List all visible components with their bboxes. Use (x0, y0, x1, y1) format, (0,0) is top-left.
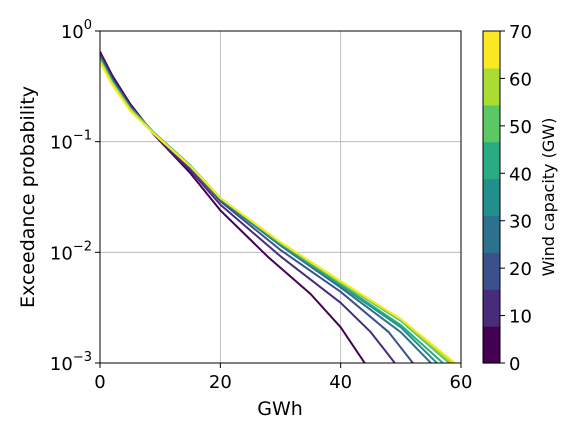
colorbar-swatch (483, 326, 500, 364)
y-axis-label: Exceedance probability (17, 86, 39, 308)
colorbar-tick-label: 0 (509, 354, 520, 375)
colorbar-tick-label: 60 (509, 69, 532, 90)
series-line (100, 56, 432, 363)
series-line (100, 58, 444, 363)
series-line (100, 57, 438, 363)
colorbar-tick-label: 40 (509, 164, 532, 185)
colorbar-tick-label: 70 (509, 22, 532, 43)
y-tick-label: 10−3 (50, 350, 92, 375)
series-group (100, 51, 456, 363)
colorbar-tick-label: 10 (509, 307, 532, 328)
colorbar-frame (482, 30, 501, 364)
grid-lines (99, 30, 462, 364)
colorbar-swatch (483, 104, 500, 143)
colorbar-swatch (483, 31, 500, 69)
series-line (100, 55, 414, 363)
series-line (100, 61, 456, 363)
colorbar-swatch (483, 215, 500, 253)
x-tick-label: 0 (94, 372, 105, 393)
colorbar-label: Wind capacity (GW) (539, 118, 558, 277)
colorbar-swatch (483, 141, 500, 180)
colorbar-swatch (483, 178, 500, 217)
colorbar-tick-label: 50 (509, 117, 532, 138)
colorbar-swatch (483, 67, 500, 106)
x-tick-label: 20 (209, 372, 232, 393)
y-axis-ticks: 10−3 10−2 10−1 100 (50, 18, 100, 375)
series-line (100, 51, 366, 363)
x-tick-label: 60 (450, 372, 473, 393)
series-line (100, 53, 396, 363)
y-tick-label: 10−1 (50, 129, 92, 154)
colorbar-tick-label: 20 (509, 259, 532, 280)
x-axis-ticks: 0 20 40 60 (94, 363, 472, 393)
colorbar (482, 30, 501, 364)
x-axis-label: GWh (257, 398, 303, 420)
y-tick-label: 100 (61, 18, 92, 43)
plot-frame (99, 30, 462, 364)
colorbar-tick-label: 30 (509, 212, 532, 233)
y-tick-label: 10−2 (50, 239, 92, 264)
colorbar-swatch (483, 289, 500, 327)
colorbar-ticks: 0 10 20 30 40 50 60 70 (500, 22, 532, 375)
colorbar-swatch (483, 252, 500, 290)
x-tick-label: 40 (329, 372, 352, 393)
